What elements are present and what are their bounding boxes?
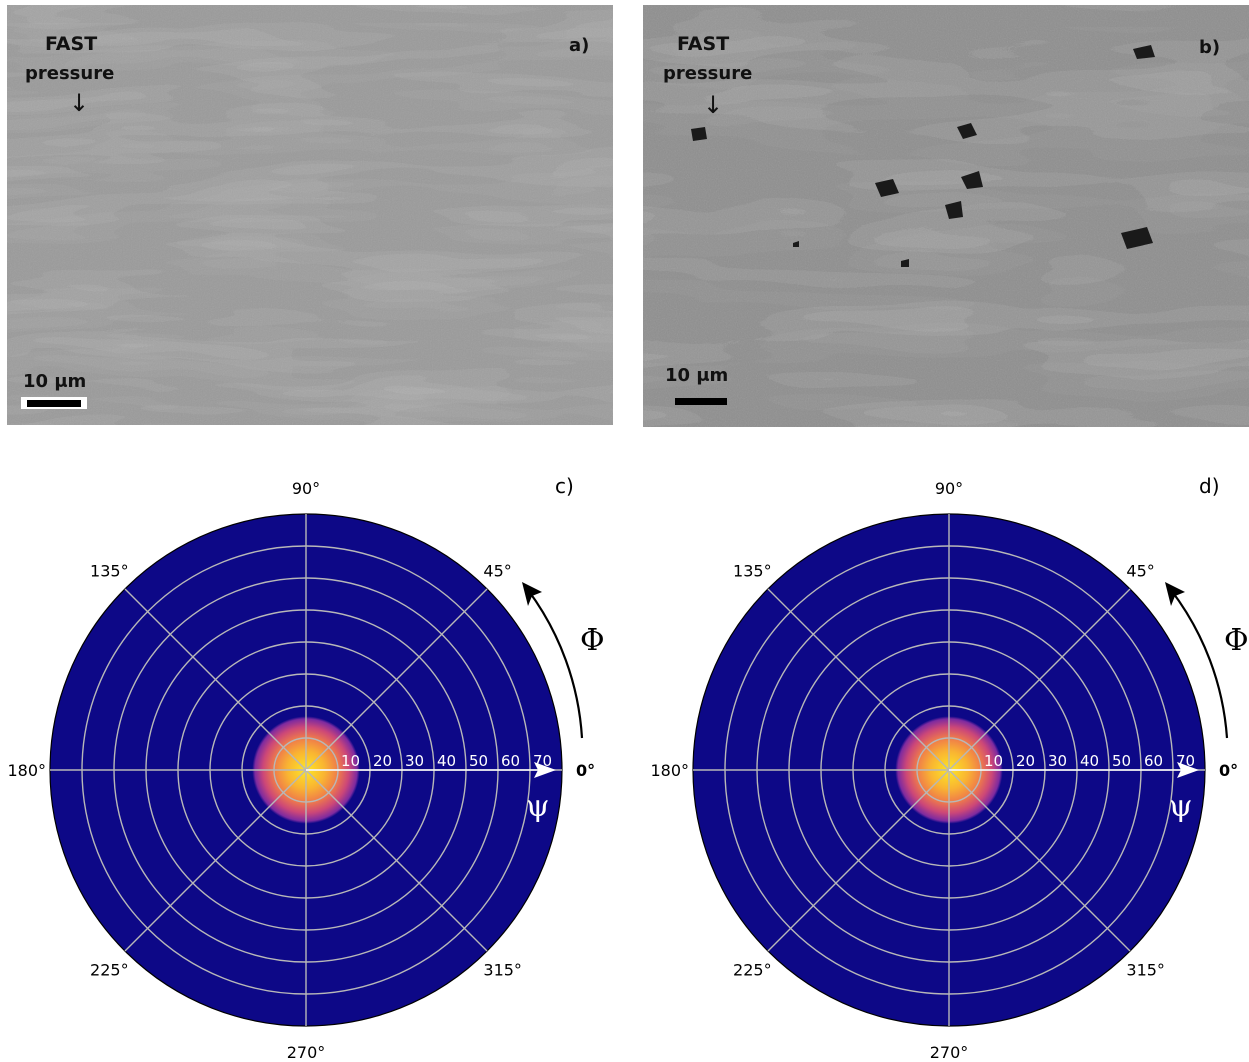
pressure-arrow-icon-a: ↓ — [69, 89, 90, 117]
pressure-label-b: pressure — [663, 63, 753, 84]
grid-spoke — [767, 769, 950, 952]
angle-tick-label: 45° — [483, 562, 511, 581]
panel-label-a: a) — [569, 35, 590, 56]
pressure-label-a: pressure — [25, 63, 115, 84]
phi-arrow — [1170, 589, 1229, 739]
angle-tick-labels: 0° 45° 90° 135° 180° 225° 270° 315° — [650, 479, 1238, 1062]
grid-spoke — [124, 769, 307, 952]
scale-bar-label-a: 10 μm — [23, 371, 87, 392]
radial-tick-label: 60 — [501, 752, 520, 770]
radial-tick-labels: 10 20 30 40 50 60 70 — [984, 752, 1195, 770]
phi-arrowhead-icon — [1165, 582, 1185, 606]
radial-tick-label: 50 — [1112, 752, 1131, 770]
angle-tick-label: 315° — [1126, 960, 1165, 979]
pole-figure-c-svg: 10 20 30 40 50 60 70 0°45°90°135°180°225°270°3… — [7, 474, 605, 1062]
pole-figure-c: 10 20 30 40 50 60 70 0° 45° 90° 135° 180° 225° 270° 3… — [0, 460, 620, 1062]
fast-label-a: FAST — [45, 33, 98, 55]
angle-tick-label: 270° — [930, 1043, 969, 1062]
radial-tick-label: 30 — [1048, 752, 1067, 770]
angle-tick-label: 135° — [90, 562, 129, 581]
grid-spoke — [305, 769, 488, 952]
radial-tick-label: 30 — [405, 752, 424, 770]
grid-spoke — [124, 588, 307, 771]
psi-symbol: ψ — [526, 789, 550, 824]
phi-arrow — [527, 589, 584, 739]
panel-label-d: d) — [1199, 474, 1220, 498]
psi-symbol: ψ — [1169, 789, 1193, 824]
angle-tick-label: 180° — [7, 761, 46, 780]
angle-tick-label: 0° — [1219, 761, 1238, 780]
radial-tick-label: 60 — [1144, 752, 1163, 770]
panel-label-c: c) — [555, 474, 574, 498]
scale-bar-label-b: 10 μm — [665, 365, 729, 386]
angle-tick-label: 90° — [292, 479, 320, 498]
pole-figure-d: 10 20 30 40 50 60 70 0° 45° 90° 135° 180° 225° 270° 3… — [644, 460, 1249, 1062]
angle-tick-label: 180° — [650, 761, 689, 780]
radial-tick-label: 40 — [1080, 752, 1099, 770]
radial-tick-labels: 10 20 30 40 50 60 70 — [341, 752, 552, 770]
radial-tick-label: 50 — [469, 752, 488, 770]
micrograph-a-image — [7, 5, 613, 425]
angle-tick-labels: 0° 45° 90° 135° 180° 225° 270° 315° — [7, 479, 595, 1062]
grid-spoke — [767, 588, 950, 771]
phi-symbol: Φ — [1224, 623, 1249, 658]
angle-tick-label: 135° — [733, 562, 772, 581]
psi-arrowhead-icon — [534, 762, 556, 778]
grid-spoke — [305, 588, 488, 771]
angle-tick-label: 315° — [483, 960, 522, 979]
angle-tick-label: 225° — [90, 960, 129, 979]
fast-label-b: FAST — [677, 33, 730, 55]
pole-figure-d-svg: 10 20 30 40 50 60 70 0°45°90°135°180°225°270°3… — [650, 474, 1249, 1062]
polar-grid — [693, 514, 1205, 1026]
micrograph-a: FAST pressure ↓ a) 10 μm — [7, 5, 613, 425]
angle-tick-label: 0° — [576, 761, 595, 780]
angle-tick-label: 270° — [287, 1043, 326, 1062]
micrograph-b: FAST pressure ↓ b) 10 μm — [643, 5, 1249, 427]
micrograph-b-image — [643, 5, 1249, 427]
radial-tick-label: 40 — [437, 752, 456, 770]
phi-symbol: Φ — [580, 623, 605, 658]
pores-b — [691, 45, 1155, 267]
scale-bar-a — [27, 400, 81, 407]
radial-tick-label: 10 — [984, 752, 1003, 770]
scale-bar-b — [675, 398, 727, 405]
angle-tick-label: 90° — [935, 479, 963, 498]
phi-arrowhead-icon — [522, 582, 542, 606]
angle-tick-label: 45° — [1126, 562, 1154, 581]
radial-tick-label: 20 — [373, 752, 392, 770]
radial-tick-label: 10 — [341, 752, 360, 770]
angle-tick-label: 225° — [733, 960, 772, 979]
pressure-arrow-icon-b: ↓ — [703, 91, 724, 119]
psi-arrowhead-icon — [1177, 762, 1199, 778]
grid-spoke — [948, 588, 1131, 771]
grid-spoke — [948, 769, 1131, 952]
radial-tick-label: 20 — [1016, 752, 1035, 770]
panel-label-b: b) — [1199, 37, 1221, 58]
